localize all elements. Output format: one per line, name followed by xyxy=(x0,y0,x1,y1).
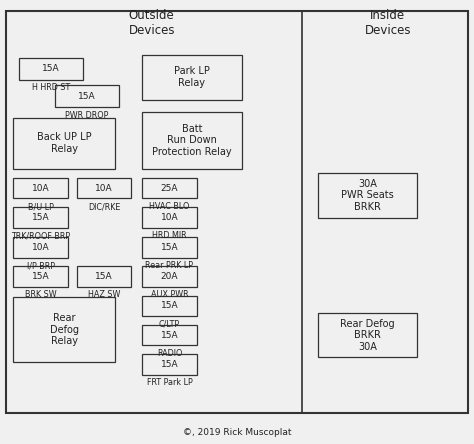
Text: AUX PWR: AUX PWR xyxy=(151,290,188,299)
Text: 15A: 15A xyxy=(95,272,113,281)
Text: 10A: 10A xyxy=(161,213,178,222)
FancyBboxPatch shape xyxy=(142,178,197,198)
Text: DIC/RKE: DIC/RKE xyxy=(88,202,120,211)
FancyBboxPatch shape xyxy=(55,85,118,107)
FancyBboxPatch shape xyxy=(6,11,468,413)
Text: 15A: 15A xyxy=(161,331,178,340)
FancyBboxPatch shape xyxy=(142,296,197,316)
FancyBboxPatch shape xyxy=(318,173,417,218)
Text: Back UP LP
Relay: Back UP LP Relay xyxy=(37,132,91,154)
FancyBboxPatch shape xyxy=(13,237,68,258)
Text: Batt
Run Down
Protection Relay: Batt Run Down Protection Relay xyxy=(152,124,232,157)
Text: 10A: 10A xyxy=(32,243,49,252)
FancyBboxPatch shape xyxy=(19,58,83,80)
Text: HVAC BLO: HVAC BLO xyxy=(149,202,190,211)
Text: Inside
Devices: Inside Devices xyxy=(365,9,411,37)
Text: FRT Park LP: FRT Park LP xyxy=(146,378,192,387)
Text: ©, 2019 Rick Muscoplat: ©, 2019 Rick Muscoplat xyxy=(183,428,291,437)
Text: 30A
PWR Seats
BRKR: 30A PWR Seats BRKR xyxy=(341,179,394,212)
Text: 15A: 15A xyxy=(161,360,178,369)
Text: 10A: 10A xyxy=(32,184,49,193)
Text: Rear Defog
BRKR
30A: Rear Defog BRKR 30A xyxy=(340,319,395,352)
Text: HAZ SW: HAZ SW xyxy=(88,290,120,299)
Text: 15A: 15A xyxy=(32,272,49,281)
FancyBboxPatch shape xyxy=(142,207,197,228)
FancyBboxPatch shape xyxy=(77,266,131,287)
Text: 10A: 10A xyxy=(95,184,113,193)
FancyBboxPatch shape xyxy=(77,178,131,198)
FancyBboxPatch shape xyxy=(142,112,242,169)
FancyBboxPatch shape xyxy=(318,313,417,357)
FancyBboxPatch shape xyxy=(13,297,115,362)
FancyBboxPatch shape xyxy=(13,178,68,198)
FancyBboxPatch shape xyxy=(13,207,68,228)
Text: H HRD ST: H HRD ST xyxy=(32,83,70,92)
Text: 15A: 15A xyxy=(32,213,49,222)
Text: TRK/ROOF BRP: TRK/ROOF BRP xyxy=(11,231,70,240)
FancyBboxPatch shape xyxy=(142,354,197,375)
Text: 15A: 15A xyxy=(78,92,95,101)
Text: Outside
Devices: Outside Devices xyxy=(128,9,175,37)
Text: RADIO: RADIO xyxy=(157,349,182,358)
FancyBboxPatch shape xyxy=(13,266,68,287)
Text: Rear PRK LP: Rear PRK LP xyxy=(146,261,193,270)
Text: BRK SW: BRK SW xyxy=(25,290,56,299)
Text: I/P BRP: I/P BRP xyxy=(27,261,55,270)
Text: Rear
Defog
Relay: Rear Defog Relay xyxy=(50,313,79,346)
Text: HRD MIR: HRD MIR xyxy=(152,231,187,240)
FancyBboxPatch shape xyxy=(142,55,242,100)
Text: 15A: 15A xyxy=(42,64,60,73)
FancyBboxPatch shape xyxy=(142,325,197,345)
Text: 20A: 20A xyxy=(161,272,178,281)
FancyBboxPatch shape xyxy=(142,266,197,287)
Text: Park LP
Relay: Park LP Relay xyxy=(174,67,210,88)
FancyBboxPatch shape xyxy=(13,118,115,169)
Text: PWR DROP: PWR DROP xyxy=(65,111,108,120)
Text: C/LTP: C/LTP xyxy=(159,320,180,329)
FancyBboxPatch shape xyxy=(142,237,197,258)
Text: B/U LP: B/U LP xyxy=(27,202,54,211)
Text: 15A: 15A xyxy=(161,301,178,310)
Text: 25A: 25A xyxy=(161,184,178,193)
Text: 15A: 15A xyxy=(161,243,178,252)
